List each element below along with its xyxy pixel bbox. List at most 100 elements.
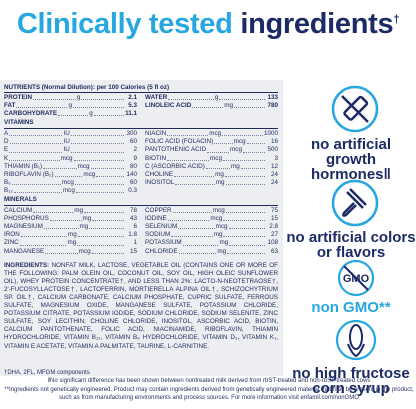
leader	[178, 223, 215, 230]
leader	[45, 248, 78, 254]
nutrient-name: BIOTIN	[145, 154, 166, 162]
leader	[92, 215, 125, 222]
leader	[192, 102, 224, 109]
leader	[240, 163, 266, 169]
leader	[9, 138, 63, 145]
nutrient-value: 12	[271, 162, 279, 170]
minerals: CALCIUM mg 78 PHOSPHORUS mg 43 MAGNESIUM mg 6 IRO…	[4, 205, 278, 256]
leader	[225, 207, 265, 214]
leader	[9, 146, 63, 153]
title-dark: ingredients	[240, 8, 394, 40]
macros: PROTEIN g 2.1 FAT g 5.3 CARBOHYDRATE g 11.1 WATER…	[4, 92, 278, 118]
nutrient-unit: g	[89, 110, 93, 118]
nutrient-unit: mg	[217, 247, 227, 255]
leader	[167, 130, 209, 137]
leader	[9, 130, 63, 137]
nutrient-value: 2.8	[269, 223, 279, 231]
footnote: ‖No significant difference has been show…	[47, 378, 371, 385]
nutrient-unit: IU	[63, 130, 70, 138]
leader	[225, 179, 265, 185]
nutrient-name: CHOLINE	[145, 170, 173, 178]
title: Clinically tested ingredients†	[0, 8, 416, 41]
nutrient-value: 43	[130, 215, 138, 223]
leader	[54, 171, 83, 177]
nutrient-name: MANGANESE	[4, 247, 45, 255]
nutrient-unit: mg	[213, 231, 223, 239]
section-heading: VITAMINS	[4, 119, 34, 127]
leader	[214, 138, 233, 145]
nutrient-name: INOSITOL	[145, 178, 175, 186]
nutrient-name: SELENIUM	[145, 223, 178, 231]
nutrient-unit: mg	[231, 162, 240, 170]
nutrient-name: LINOLEIC ACID	[145, 102, 192, 110]
leader	[227, 248, 266, 254]
nutrient-unit: mg	[79, 223, 89, 231]
nutrient-row: A IU 300	[4, 130, 137, 138]
nutrient-name: CALCIUM	[4, 207, 33, 215]
leader	[90, 163, 124, 169]
nutrient-name: WATER	[145, 94, 168, 101]
nutrient-name: FOLIC ACID (FOLACIN)	[145, 138, 214, 146]
leader	[70, 146, 125, 153]
nutrient-unit: g	[76, 94, 81, 101]
nutrient-unit: mcg	[210, 215, 223, 223]
nutrient-row: SELENIUM mcg 2.8	[145, 223, 278, 231]
nutrient-name: CHLORIDE	[145, 247, 178, 255]
nutrient-name: THIAMIN (B₁)	[4, 162, 43, 170]
leader	[178, 248, 217, 254]
nutrition-header: NUTRIENTS (Normal Dilution): per 100 Cal…	[4, 84, 170, 91]
leader	[174, 171, 215, 177]
nutrient-value: 133	[267, 94, 279, 101]
leader	[19, 239, 67, 246]
nutrient-row: PROTEIN g 2.1	[4, 94, 137, 102]
nutrient-unit: IU	[63, 146, 70, 154]
nutrient-value: 11.1	[125, 110, 138, 118]
leader	[222, 130, 263, 137]
nutrient-name: COPPER	[145, 207, 172, 215]
nutrient-value: 24	[270, 170, 278, 178]
leader	[20, 231, 67, 238]
nutrient-unit: mcg	[212, 207, 225, 215]
nutrient-unit: mg	[215, 170, 224, 178]
footnote: **Ingredients not genetically engineered…	[4, 386, 414, 402]
nutrient-name: FAT	[4, 102, 16, 110]
leader	[224, 171, 265, 177]
leader	[219, 94, 266, 101]
nutrient-row: MAGNESIUM mg 6	[4, 223, 137, 231]
nutrient-value: 108	[267, 239, 278, 247]
nutrient-unit: mg	[68, 231, 77, 239]
nutrient-value: 63	[271, 247, 279, 255]
nutrient-name: NIACIN	[145, 130, 167, 138]
claim: no high fructose corn syrup	[292, 365, 410, 397]
leader	[9, 155, 60, 161]
nutrient-value: 5.3	[128, 102, 138, 110]
nutrient-unit: mcg	[78, 247, 91, 255]
leader	[77, 239, 125, 246]
nutrient-row: FAT g 5.3	[4, 102, 137, 110]
nutrient-row: E IU 2	[4, 146, 137, 154]
nutrient-value: 15	[129, 247, 137, 255]
nutrient-row: SODIUM mg 27	[145, 231, 278, 239]
nutrient-name: PROTEIN	[4, 94, 32, 101]
nutrient-unit: mcg	[209, 130, 222, 138]
leader	[75, 187, 124, 194]
claim: non GMO**	[311, 299, 391, 316]
nutrient-row: CHLORIDE mg 63	[145, 248, 278, 256]
nutrient-value: 2	[133, 146, 138, 154]
nutrient-value: 16	[271, 138, 279, 146]
ingredients: INGREDIENTS: NONFAT MILK, LACTOSE, VEGET…	[4, 262, 278, 351]
title-light: Clinically tested	[16, 8, 233, 40]
nutrient-name: PHOSPHORUS	[4, 215, 49, 223]
nutrient-unit: mg	[74, 207, 84, 215]
leader	[16, 102, 68, 109]
icon-gmo: GMO	[337, 259, 375, 297]
nutrient-unit: g	[214, 94, 219, 101]
nutrient-row: WATER g 133	[145, 94, 278, 102]
nutrient-row: INOSITOL mg 24	[145, 179, 278, 187]
ingredients-label: INGREDIENTS:	[4, 261, 50, 269]
nutrient-name: IODINE	[145, 215, 167, 223]
leader	[234, 102, 266, 109]
